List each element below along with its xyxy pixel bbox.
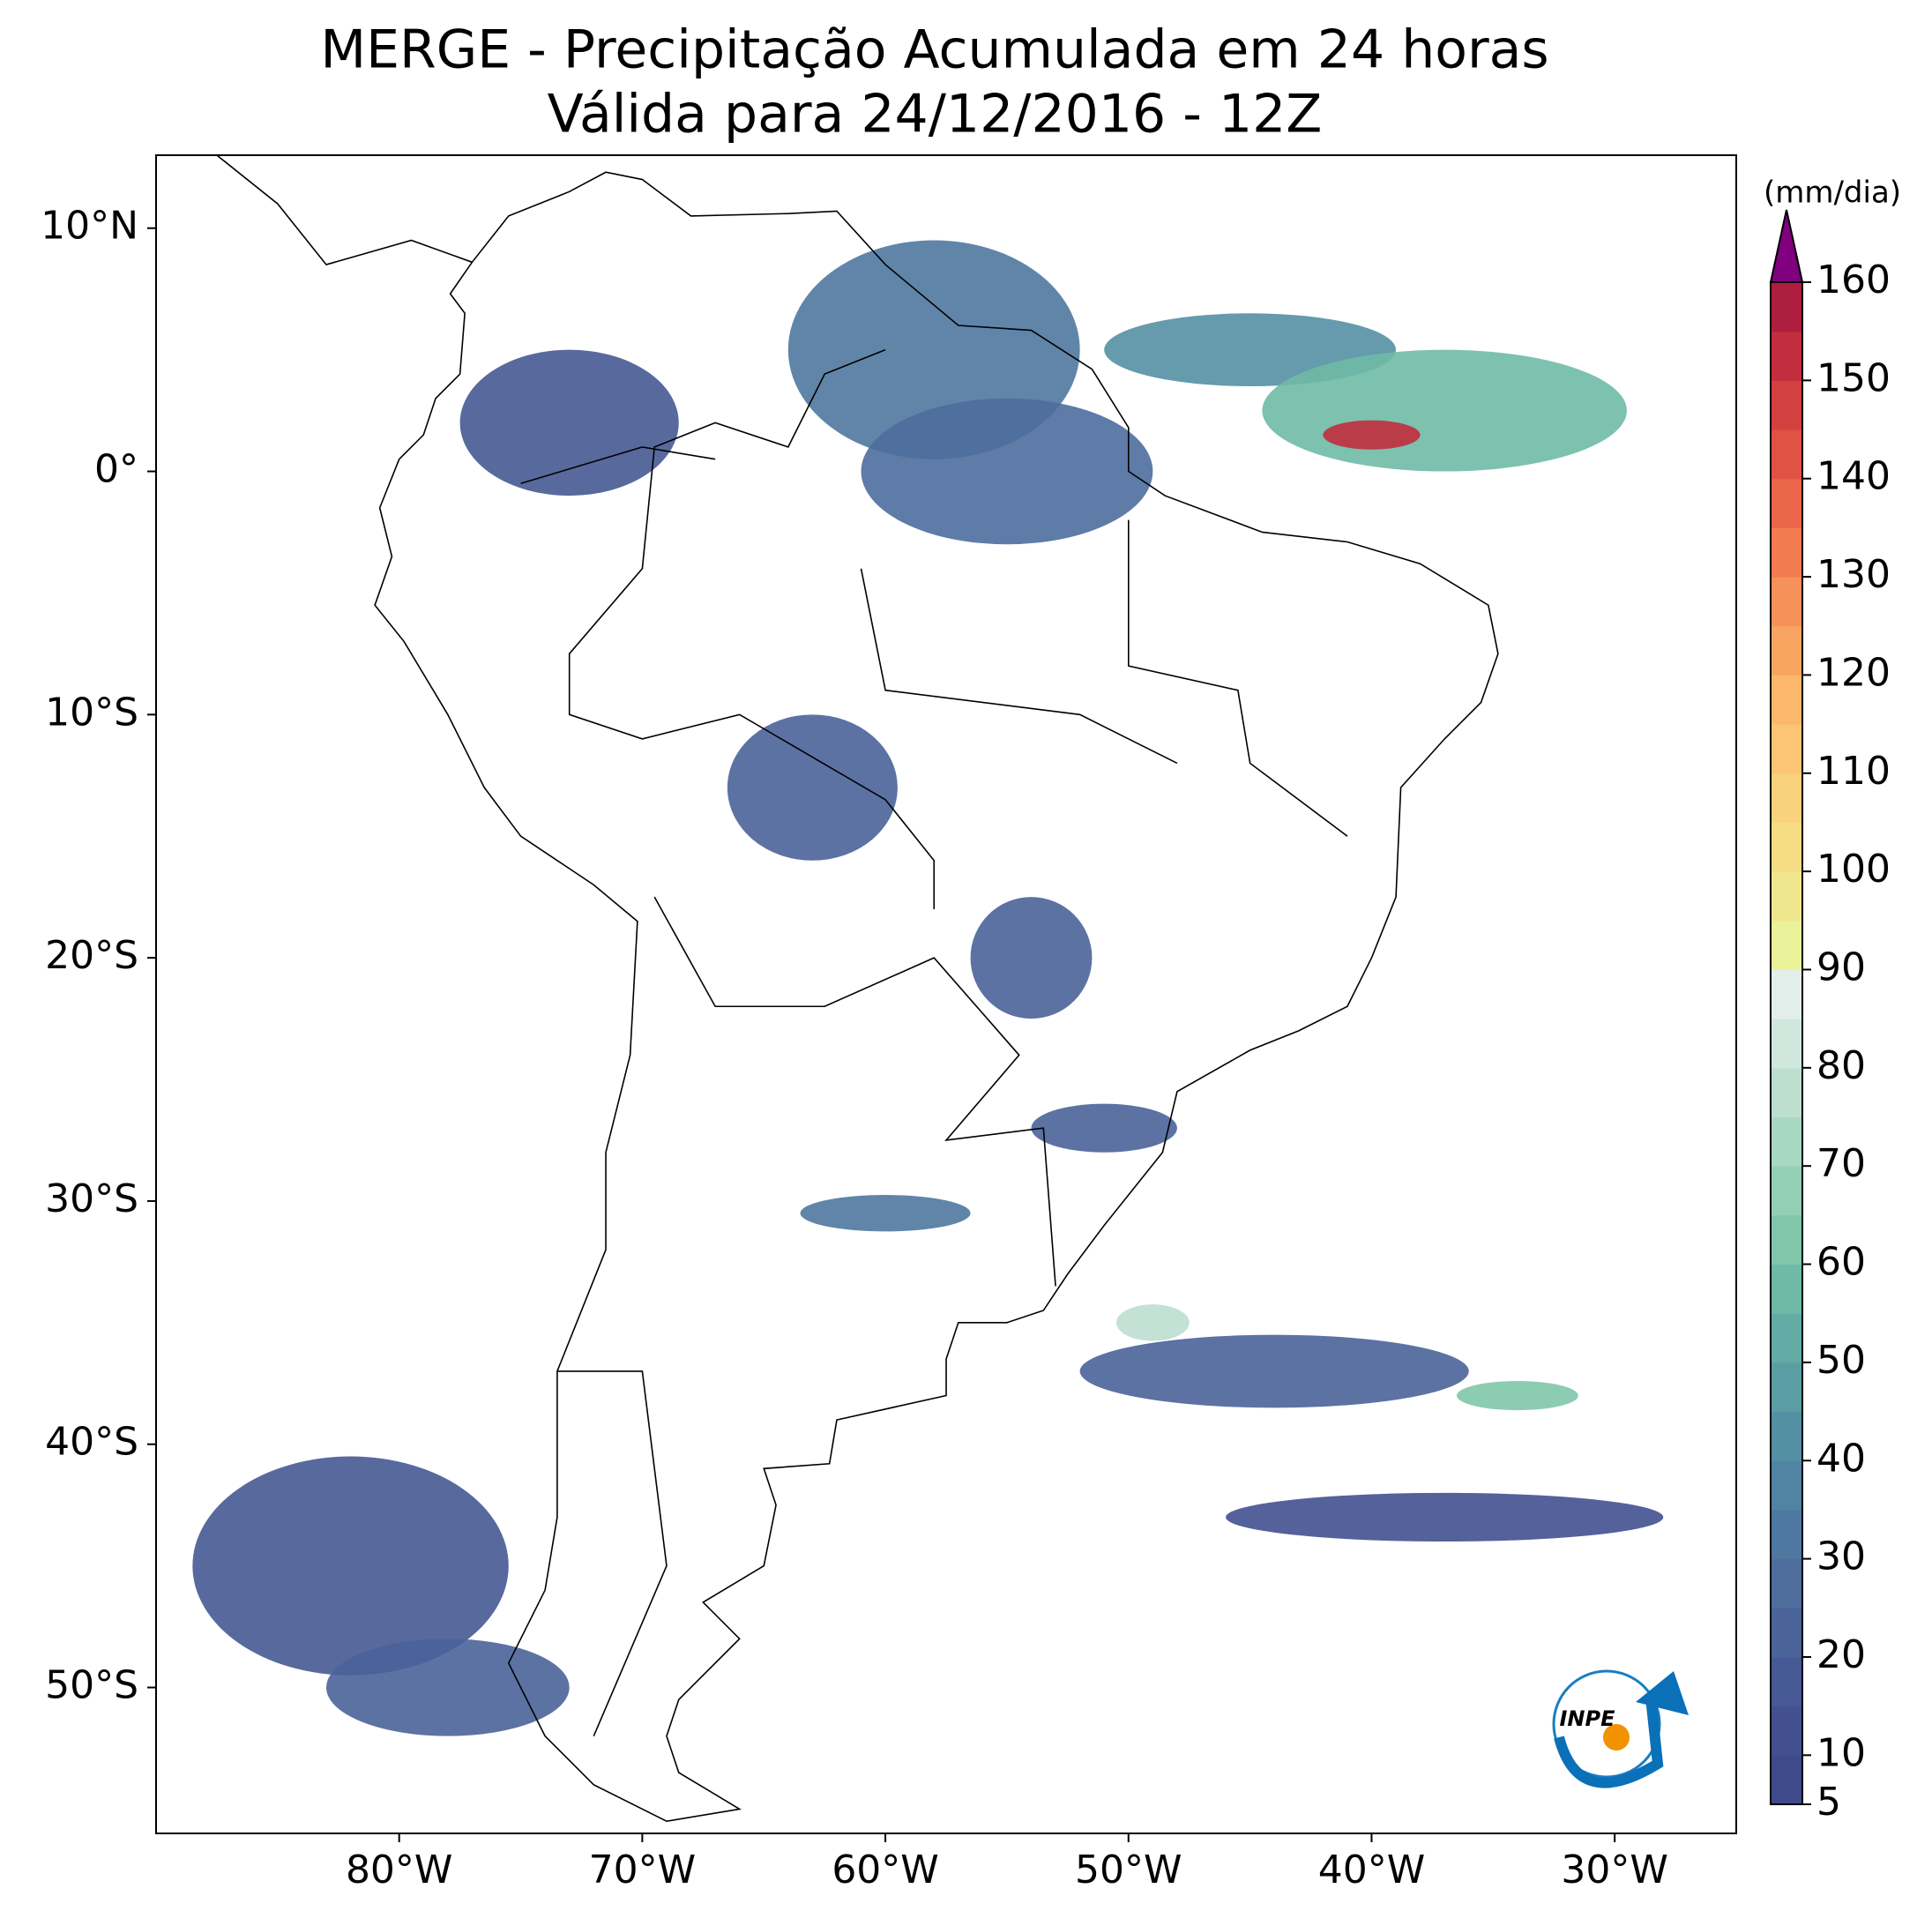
colorbar-band (1771, 429, 1802, 480)
colorbar-band (1771, 1313, 1802, 1363)
colorbar-extend (1769, 209, 1804, 283)
precipitation-cell (861, 398, 1153, 545)
y-tick-label: 30°S (45, 1176, 138, 1221)
colorbar-band (1771, 969, 1802, 1019)
colorbar-band (1771, 1706, 1802, 1756)
colorbar-tick-label: 100 (1816, 847, 1891, 892)
colorbar-band (1771, 1116, 1802, 1167)
y-tick-label: 40°S (45, 1420, 138, 1465)
colorbar-band (1771, 1558, 1802, 1609)
precipitation-cell (970, 897, 1093, 1019)
colorbar-band (1771, 1755, 1802, 1805)
y-tick-label: 0° (94, 447, 138, 492)
colorbar-band (1771, 380, 1802, 430)
precipitation-cell (1031, 1103, 1177, 1153)
colorbar-tick-label: 80 (1816, 1043, 1866, 1088)
colorbar-tick-label: 90 (1816, 944, 1866, 989)
colorbar-tick-label: 120 (1816, 650, 1891, 695)
x-tick-label: 40°W (1318, 1848, 1426, 1892)
precipitation-layer (192, 240, 1664, 1736)
logo-text: INPE (1560, 1706, 1616, 1731)
colorbar-tick-label: 70 (1816, 1141, 1866, 1186)
colorbar-tick-label: 30 (1816, 1534, 1866, 1579)
colorbar-band (1771, 1214, 1802, 1265)
coastline (217, 155, 1498, 1821)
colorbar-band (1771, 675, 1802, 725)
precipitation-cell (1115, 1304, 1190, 1341)
x-tick-label: 60°W (832, 1848, 939, 1892)
precipitation-cell (1456, 1381, 1578, 1411)
precipitation-cell (192, 1456, 509, 1676)
colorbar-band (1771, 822, 1802, 872)
precipitation-cell (727, 714, 898, 861)
colorbar-band (1771, 478, 1802, 528)
colorbar-band (1771, 1264, 1802, 1314)
precipitation-cell (1226, 1492, 1664, 1542)
colorbar-tick-label: 50 (1816, 1338, 1866, 1383)
colorbar-tick-label: 60 (1816, 1240, 1866, 1285)
colorbar-band (1771, 527, 1802, 578)
colorbar-tick-label: 110 (1816, 749, 1891, 794)
logo: INPE (1552, 1669, 1689, 1788)
colorbar-tick-label: 140 (1816, 454, 1891, 499)
precipitation-cell (325, 1639, 570, 1736)
colorbar-band (1771, 1608, 1802, 1658)
colorbar-band (1771, 773, 1802, 823)
colorbar-tick-label: 5 (1816, 1780, 1841, 1825)
x-tick-label: 70°W (589, 1848, 697, 1892)
y-tick-label: 10°N (41, 204, 138, 249)
colorbar-tick-label: 40 (1816, 1436, 1866, 1481)
colorbar-band (1771, 871, 1802, 922)
colorbar-band (1771, 1656, 1802, 1707)
colorbar-band (1771, 1067, 1802, 1118)
precipitation-cell (1079, 1334, 1469, 1408)
x-tick-label: 30°W (1561, 1848, 1668, 1892)
precipitation-cell (800, 1195, 971, 1232)
colorbar-band (1771, 1166, 1802, 1216)
precipitation-cell (1262, 349, 1627, 472)
colorbar-band (1771, 1509, 1802, 1560)
colorbar-band (1771, 1362, 1802, 1413)
map-frame (155, 154, 1737, 1834)
colorbar-band (1771, 331, 1802, 381)
precipitation-cell (459, 349, 679, 496)
colorbar-band (1771, 625, 1802, 676)
colorbar-band (1771, 1460, 1802, 1511)
x-tick-label: 80°W (346, 1848, 453, 1892)
y-tick-label: 20°S (45, 933, 138, 978)
y-tick-label: 50°S (45, 1663, 138, 1708)
colorbar-band (1771, 577, 1802, 627)
colorbar-tick-label: 10 (1816, 1730, 1866, 1775)
x-tick-label: 50°W (1075, 1848, 1182, 1892)
colorbar-band (1771, 724, 1802, 774)
subtitle: Válida para 24/12/2016 - 12Z (548, 84, 1323, 146)
colorbar-band (1771, 1019, 1802, 1069)
colorbar-band (1771, 282, 1802, 332)
colorbar-band (1771, 920, 1802, 970)
colorbar-tick-label: 150 (1816, 355, 1891, 400)
precipitation-cell (1323, 420, 1421, 450)
y-tick-label: 10°S (45, 690, 138, 735)
colorbar-band (1771, 1411, 1802, 1461)
title: MERGE - Precipitação Acumulada em 24 hor… (320, 19, 1548, 81)
colorbar-tick-label: 160 (1816, 258, 1891, 302)
colorbar-tick-label: 130 (1816, 552, 1891, 597)
colorbar-tick-label: 20 (1816, 1632, 1866, 1677)
colorbar-label: (mm/dia) (1764, 175, 1901, 211)
colorbar-frame (1770, 281, 1803, 1805)
